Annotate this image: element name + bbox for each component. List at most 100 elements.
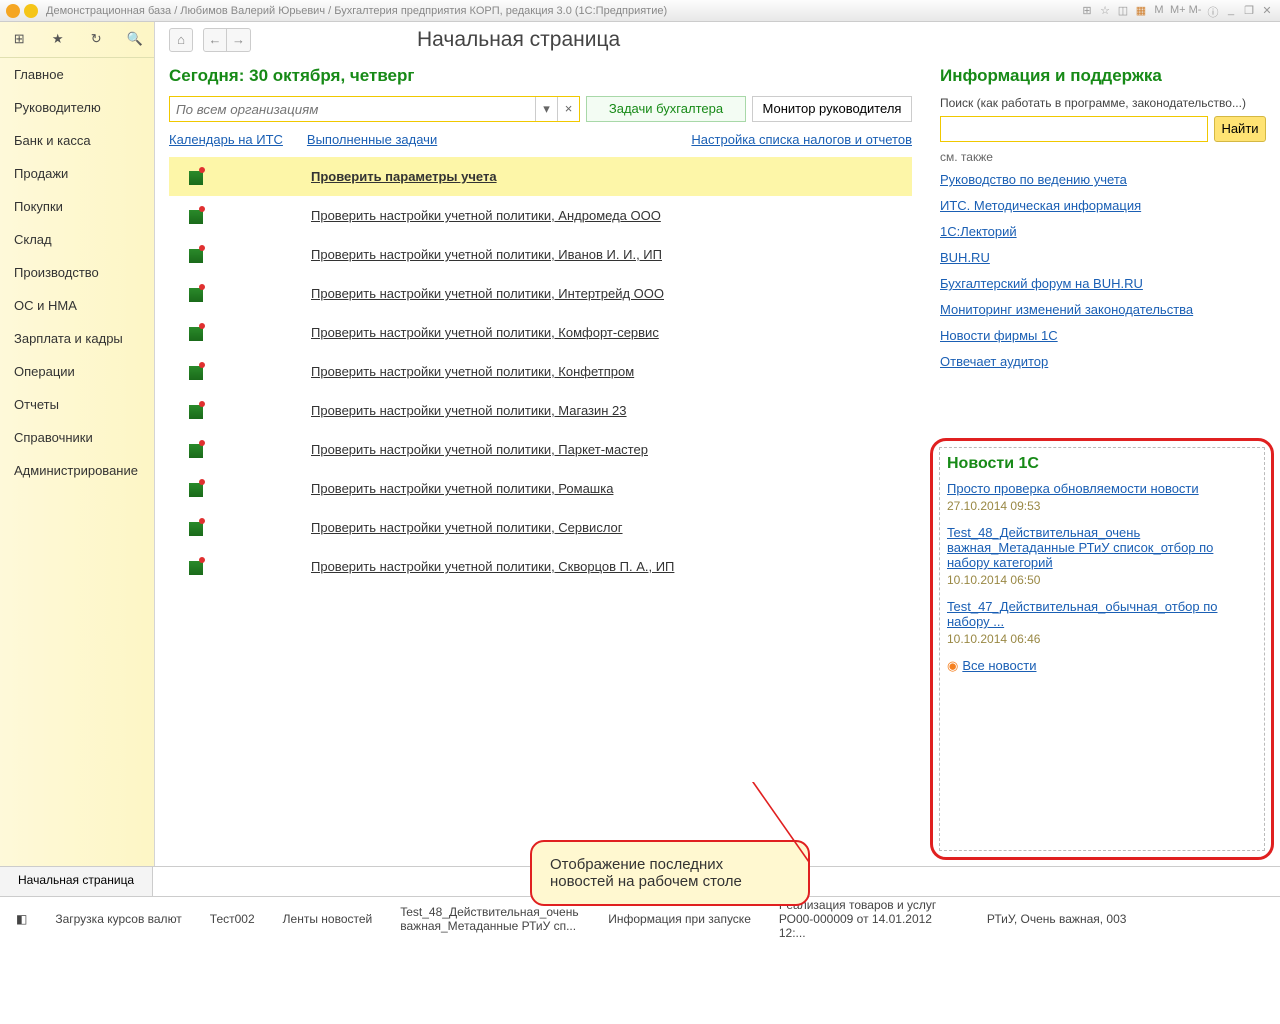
sidebar-item[interactable]: Банк и касса <box>0 124 154 157</box>
task-link[interactable]: Проверить настройки учетной политики, Ма… <box>311 403 627 418</box>
sidebar-item[interactable]: Склад <box>0 223 154 256</box>
tab-accountant[interactable]: Задачи бухгалтера <box>586 96 746 122</box>
news-panel: Новости 1С Просто проверка обновляемости… <box>930 438 1274 860</box>
sidebar-item[interactable]: Руководителю <box>0 91 154 124</box>
support-link[interactable]: 1С:Лекторий <box>940 224 1266 239</box>
info-header: Информация и поддержка <box>940 66 1266 86</box>
dropdown-icon[interactable] <box>24 4 38 18</box>
star-icon[interactable]: ★ <box>49 31 67 49</box>
news-date: 10.10.2014 06:50 <box>947 573 1257 587</box>
m-button[interactable]: M <box>1152 4 1166 18</box>
news-item: Test_47_Действительная_обычная_отбор по … <box>947 599 1257 646</box>
status-item[interactable]: Информация при запуске <box>608 912 751 926</box>
task-row[interactable]: Проверить настройки учетной политики, Ив… <box>169 235 912 274</box>
sidebar-item[interactable]: Операции <box>0 355 154 388</box>
info-icon[interactable]: ⓘ <box>1206 4 1220 18</box>
task-row[interactable]: Проверить настройки учетной политики, Ан… <box>169 196 912 235</box>
status-item[interactable]: Тест002 <box>210 912 255 926</box>
titlebar: Демонстрационная база / Любимов Валерий … <box>0 0 1280 22</box>
tool-icon[interactable]: ◫ <box>1116 4 1130 18</box>
task-row[interactable]: Проверить настройки учетной политики, Ко… <box>169 313 912 352</box>
tab-manager[interactable]: Монитор руководителя <box>752 96 912 122</box>
status-item[interactable]: Test_48_Действительная_очень важная_Мета… <box>400 905 580 933</box>
task-row[interactable]: Проверить настройки учетной политики, Се… <box>169 508 912 547</box>
sidebar-item[interactable]: Главное <box>0 58 154 91</box>
m-plus-button[interactable]: M+ <box>1170 4 1184 18</box>
search-input[interactable] <box>940 116 1208 142</box>
news-link[interactable]: Test_47_Действительная_обычная_отбор по … <box>947 599 1257 629</box>
task-row[interactable]: Проверить настройки учетной политики, Ко… <box>169 352 912 391</box>
task-link[interactable]: Проверить настройки учетной политики, Ро… <box>311 481 613 496</box>
support-link[interactable]: Новости фирмы 1С <box>940 328 1266 343</box>
org-filter[interactable]: ▾ × <box>169 96 580 122</box>
task-link[interactable]: Проверить настройки учетной политики, Се… <box>311 520 623 535</box>
status-item[interactable]: Реализация товаров и услуг РО00-000009 о… <box>779 898 959 940</box>
close-button[interactable]: ✕ <box>1260 4 1274 18</box>
back-button[interactable]: ← <box>203 28 227 52</box>
task-link[interactable]: Проверить настройки учетной политики, Ан… <box>311 208 661 223</box>
task-link[interactable]: Проверить настройки учетной политики, Ск… <box>311 559 674 574</box>
task-icon <box>179 481 299 496</box>
forward-button[interactable]: → <box>227 28 251 52</box>
task-row[interactable]: Проверить настройки учетной политики, Ин… <box>169 274 912 313</box>
news-link[interactable]: Просто проверка обновляемости новости <box>947 481 1257 496</box>
tool-icon[interactable]: ⊞ <box>1080 4 1094 18</box>
task-row[interactable]: Проверить параметры учета <box>169 157 912 196</box>
sidebar-item[interactable]: Администрирование <box>0 454 154 487</box>
tool-icon[interactable]: ☆ <box>1098 4 1112 18</box>
support-link[interactable]: ИТС. Методическая информация <box>940 198 1266 213</box>
support-link[interactable]: Отвечает аудитор <box>940 354 1266 369</box>
search-icon[interactable]: 🔍 <box>126 31 144 49</box>
sidebar-item[interactable]: Справочники <box>0 421 154 454</box>
support-link[interactable]: BUH.RU <box>940 250 1266 265</box>
task-link[interactable]: Проверить настройки учетной политики, Ко… <box>311 364 634 379</box>
clear-icon[interactable]: × <box>557 97 579 121</box>
grid-icon[interactable]: ⊞ <box>10 31 28 49</box>
bottom-tab[interactable]: Начальная страница <box>0 867 153 896</box>
all-news-link[interactable]: Все новости <box>962 658 1036 673</box>
sidebar-item[interactable]: Продажи <box>0 157 154 190</box>
annotation-callout: Отображение последних новостей на рабоче… <box>530 840 810 866</box>
task-row[interactable]: Проверить настройки учетной политики, Ма… <box>169 391 912 430</box>
app-icon <box>6 4 20 18</box>
find-button[interactable]: Найти <box>1214 116 1266 142</box>
support-link[interactable]: Руководство по ведению учета <box>940 172 1266 187</box>
done-tasks-link[interactable]: Выполненные задачи <box>307 132 437 147</box>
news-date: 10.10.2014 06:46 <box>947 632 1257 646</box>
task-icon <box>179 559 299 574</box>
task-link[interactable]: Проверить настройки учетной политики, Ин… <box>311 286 664 301</box>
task-link[interactable]: Проверить параметры учета <box>311 169 497 184</box>
status-item[interactable]: Загрузка курсов валют <box>55 912 181 926</box>
minimize-button[interactable]: _ <box>1224 4 1238 18</box>
task-row[interactable]: Проверить настройки учетной политики, Ро… <box>169 469 912 508</box>
maximize-button[interactable]: ❐ <box>1242 4 1256 18</box>
sidebar-item[interactable]: Производство <box>0 256 154 289</box>
news-item: Просто проверка обновляемости новости27.… <box>947 481 1257 513</box>
window-title: Демонстрационная база / Любимов Валерий … <box>46 5 667 17</box>
task-icon <box>179 520 299 535</box>
task-row[interactable]: Проверить настройки учетной политики, Па… <box>169 430 912 469</box>
status-item[interactable]: РТиУ, Очень важная, 003 <box>987 912 1127 926</box>
home-button[interactable]: ⌂ <box>169 28 193 52</box>
task-link[interactable]: Проверить настройки учетной политики, Па… <box>311 442 648 457</box>
status-item[interactable]: Ленты новостей <box>283 912 373 926</box>
task-icon <box>179 169 299 184</box>
task-icon <box>179 325 299 340</box>
sidebar-item[interactable]: Отчеты <box>0 388 154 421</box>
support-link[interactable]: Бухгалтерский форум на BUH.RU <box>940 276 1266 291</box>
sidebar-item[interactable]: Зарплата и кадры <box>0 322 154 355</box>
task-link[interactable]: Проверить настройки учетной политики, Ко… <box>311 325 659 340</box>
calendar-icon[interactable]: ▦ <box>1134 4 1148 18</box>
task-row[interactable]: Проверить настройки учетной политики, Ск… <box>169 547 912 586</box>
task-link[interactable]: Проверить настройки учетной политики, Ив… <box>311 247 662 262</box>
dropdown-icon[interactable]: ▾ <box>535 97 557 121</box>
news-link[interactable]: Test_48_Действительная_очень важная_Мета… <box>947 525 1257 570</box>
support-link[interactable]: Мониторинг изменений законодательства <box>940 302 1266 317</box>
sidebar-item[interactable]: ОС и НМА <box>0 289 154 322</box>
config-link[interactable]: Настройка списка налогов и отчетов <box>691 132 912 147</box>
sidebar-item[interactable]: Покупки <box>0 190 154 223</box>
history-icon[interactable]: ↻ <box>87 31 105 49</box>
calendar-link[interactable]: Календарь на ИТС <box>169 132 283 147</box>
m-minus-button[interactable]: M- <box>1188 4 1202 18</box>
org-input[interactable] <box>170 97 535 121</box>
